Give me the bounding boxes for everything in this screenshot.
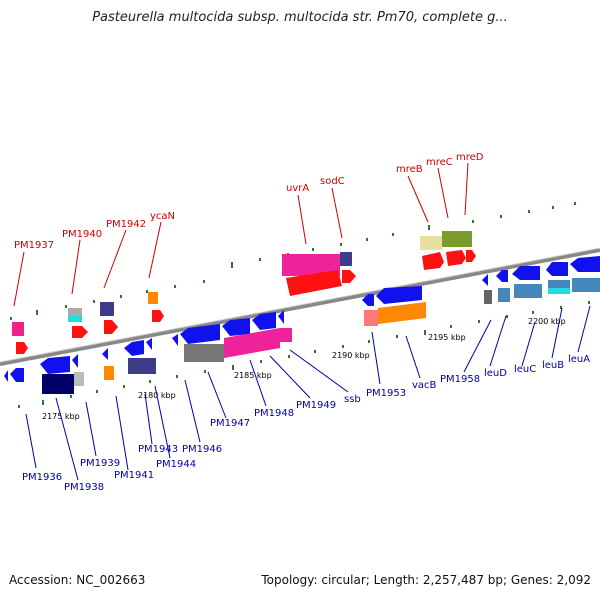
gene-feature[interactable] xyxy=(222,318,250,336)
gene-feature[interactable] xyxy=(184,344,224,362)
gene-feature[interactable] xyxy=(68,316,82,322)
gene-feature[interactable] xyxy=(102,348,108,360)
scale-ticks xyxy=(10,202,590,408)
gene-label: PM1947 xyxy=(210,418,250,429)
gene-feature[interactable] xyxy=(172,334,178,346)
gene-label: PM1940 xyxy=(62,229,102,240)
gene-label: ssb xyxy=(344,394,361,405)
gene-label: PM1948 xyxy=(254,408,294,419)
gene-label: PM1949 xyxy=(296,400,336,411)
gene-feature[interactable] xyxy=(498,288,510,302)
gene-label: PM1937 xyxy=(14,240,54,251)
gene-label: sodC xyxy=(320,176,345,187)
gene-feature[interactable] xyxy=(570,256,600,272)
genome-backbone xyxy=(0,248,600,366)
gene-label: PM1943 xyxy=(138,444,178,455)
gene-feature[interactable] xyxy=(12,322,24,336)
gene-label: leuD xyxy=(484,368,507,379)
gene-feature[interactable] xyxy=(100,302,114,316)
gene-feature[interactable] xyxy=(128,358,156,374)
gene-label: PM1946 xyxy=(182,444,222,455)
accession-label: Accession: NC_002663 xyxy=(9,573,146,587)
gene-label: PM1953 xyxy=(366,388,406,399)
gene-feature[interactable] xyxy=(442,231,472,247)
gene-feature[interactable] xyxy=(548,280,570,288)
scale-label: 2195 kbp xyxy=(428,333,466,342)
map-title: Pasteurella multocida subsp. multocida s… xyxy=(92,10,508,25)
gene-feature[interactable] xyxy=(40,356,70,374)
gene-feature[interactable] xyxy=(378,302,426,324)
gene-feature[interactable] xyxy=(546,262,568,276)
gene-label: leuA xyxy=(568,354,590,365)
gene-feature[interactable] xyxy=(446,250,466,266)
gene-label: leuB xyxy=(542,360,564,371)
upper-genes xyxy=(12,231,476,354)
gene-feature[interactable] xyxy=(342,270,356,283)
gene-feature[interactable] xyxy=(364,310,378,326)
gene-label: vacB xyxy=(412,380,437,391)
gene-feature[interactable] xyxy=(484,290,492,304)
bottom-labels: PM1936 PM1938 PM1939 PM1941 PM1943 PM194… xyxy=(22,354,590,493)
gene-label: mreD xyxy=(456,152,484,163)
gene-feature[interactable] xyxy=(512,266,540,280)
gene-feature[interactable] xyxy=(376,286,422,304)
gene-feature[interactable] xyxy=(104,320,118,334)
bottom-connectors xyxy=(25,305,591,481)
gene-feature[interactable] xyxy=(68,308,82,316)
gene-label: ycaN xyxy=(150,211,175,222)
gene-feature[interactable] xyxy=(278,310,284,324)
gene-feature[interactable] xyxy=(362,294,374,306)
gene-label: PM1942 xyxy=(106,219,146,230)
gene-feature[interactable] xyxy=(152,310,164,322)
genome-backbone-highlight xyxy=(0,247,600,363)
gene-label: PM1936 xyxy=(22,472,62,483)
gene-feature[interactable] xyxy=(482,274,488,286)
gene-feature[interactable] xyxy=(10,368,24,382)
gene-feature[interactable] xyxy=(74,372,84,386)
gene-feature[interactable] xyxy=(548,288,570,294)
gene-feature[interactable] xyxy=(42,374,74,394)
gene-feature[interactable] xyxy=(496,270,508,282)
scale-label: 2185 kbp xyxy=(234,371,272,380)
gene-feature[interactable] xyxy=(16,342,28,354)
gene-feature[interactable] xyxy=(224,328,280,358)
gene-label: mreB xyxy=(396,164,423,175)
gene-feature[interactable] xyxy=(4,370,8,382)
gene-label: PM1958 xyxy=(440,374,480,385)
gene-label: PM1938 xyxy=(64,482,104,493)
top-connectors xyxy=(13,162,469,307)
gene-feature[interactable] xyxy=(422,252,444,270)
gene-label: PM1941 xyxy=(114,470,154,481)
gene-feature[interactable] xyxy=(466,250,476,262)
scale-label: 2200 kbp xyxy=(528,317,566,326)
topology-label: Topology: circular; Length: 2,257,487 bp… xyxy=(261,573,591,587)
gene-label: PM1939 xyxy=(80,458,120,469)
gene-feature[interactable] xyxy=(282,254,340,276)
gene-feature[interactable] xyxy=(72,354,78,368)
gene-feature[interactable] xyxy=(280,328,292,342)
gene-label: PM1944 xyxy=(156,459,196,470)
gene-feature[interactable] xyxy=(340,252,352,266)
gene-feature[interactable] xyxy=(252,312,276,330)
gene-feature[interactable] xyxy=(104,366,114,380)
gene-feature[interactable] xyxy=(148,292,158,304)
gene-label: leuC xyxy=(514,364,536,375)
gene-feature[interactable] xyxy=(180,324,220,344)
gene-feature[interactable] xyxy=(124,340,144,356)
scale-label: 2190 kbp xyxy=(332,351,370,360)
gene-feature[interactable] xyxy=(286,270,342,296)
gene-label: uvrA xyxy=(286,183,309,194)
top-labels: PM1937 PM1940 PM1942 ycaN uvrA sodC mreB… xyxy=(14,152,484,251)
lower-genes xyxy=(4,256,600,394)
gene-feature[interactable] xyxy=(146,338,152,350)
gene-feature[interactable] xyxy=(420,236,442,250)
gene-feature[interactable] xyxy=(514,284,542,298)
gene-label: mreC xyxy=(426,157,453,168)
gene-feature[interactable] xyxy=(72,326,88,338)
gene-feature[interactable] xyxy=(572,278,600,292)
